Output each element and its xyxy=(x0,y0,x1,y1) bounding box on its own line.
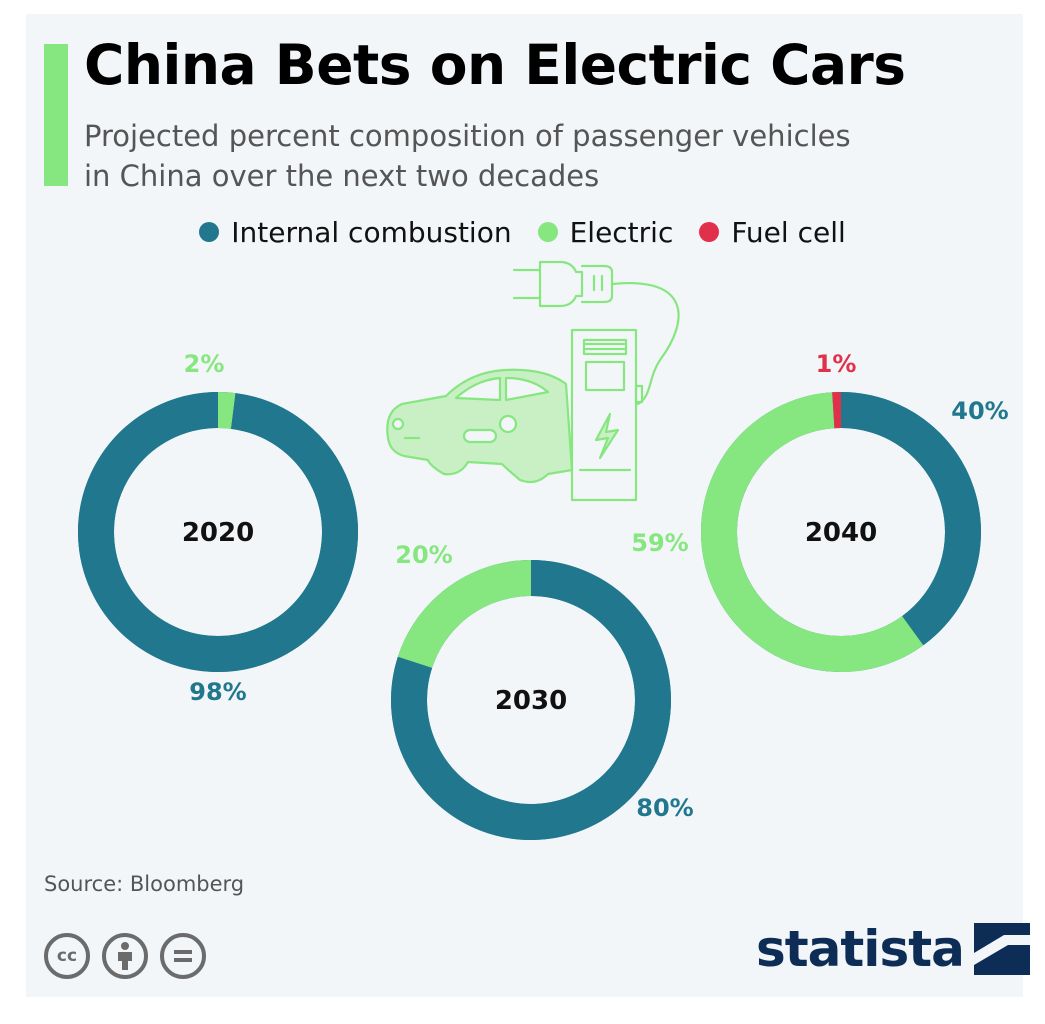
slice-internal-combustion-2040 xyxy=(840,392,981,646)
data-label-electric-2040: 59% xyxy=(631,529,688,557)
attribution-icon[interactable] xyxy=(102,933,148,979)
legend-swatch xyxy=(699,222,720,242)
donut-year-label: 2020 xyxy=(182,518,254,548)
title-accent-bar xyxy=(44,44,68,186)
data-label-internal-combustion-2030: 80% xyxy=(636,794,693,822)
legend-swatch xyxy=(537,222,558,242)
legend-label: Internal combustion xyxy=(231,215,512,249)
legend-label: Electric xyxy=(569,215,674,249)
donut-2020: 2% 98% 2020 xyxy=(78,350,358,706)
donut-year-label: 2030 xyxy=(495,686,567,716)
legend: Internal combustion Electric Fuel cell xyxy=(0,214,1045,250)
statista-logo-icon xyxy=(973,923,1030,975)
slice-electric-2020 xyxy=(217,392,236,429)
source-note: Source: Bloomberg xyxy=(44,872,245,896)
license-icons: cc xyxy=(44,933,206,979)
slice-electric-2040 xyxy=(701,392,924,672)
slice-internal-combustion-2020 xyxy=(78,392,358,672)
no-derivatives-icon[interactable] xyxy=(160,933,206,979)
donut-2040: 40% 59% 1% 2040 xyxy=(631,350,1009,672)
creative-commons-icon[interactable]: cc xyxy=(44,933,90,979)
brand-name: statista xyxy=(756,920,965,978)
data-label-internal-combustion-2040: 40% xyxy=(951,397,1008,425)
chart-subtitle: Projected percent composition of passeng… xyxy=(84,119,851,193)
statista-logo[interactable]: statista xyxy=(756,920,1030,978)
donut-year-label: 2040 xyxy=(805,518,877,548)
data-label-internal-combustion-2020: 98% xyxy=(189,678,246,706)
data-label-electric-2030: 20% xyxy=(395,541,452,569)
data-label-fuel-cell-2040: 1% xyxy=(816,350,857,378)
legend-item-electric: Electric xyxy=(537,215,674,249)
chart-title: China Bets on Electric Cars xyxy=(84,33,906,97)
legend-swatch xyxy=(199,222,220,242)
slice-internal-combustion-2030 xyxy=(391,560,671,840)
legend-item-internal-combustion: Internal combustion xyxy=(199,215,512,249)
slice-electric-2030 xyxy=(397,560,532,669)
donut-2030: 80% 20% 2030 xyxy=(391,541,694,840)
data-label-electric-2020: 2% xyxy=(184,350,225,378)
legend-item-fuel-cell: Fuel cell xyxy=(699,215,846,249)
legend-label: Fuel cell xyxy=(731,215,846,249)
